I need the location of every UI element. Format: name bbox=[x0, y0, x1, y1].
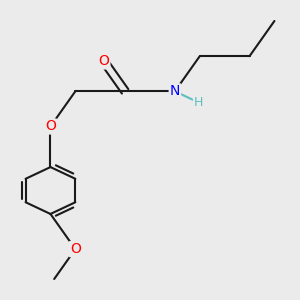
Text: O: O bbox=[70, 242, 81, 256]
Text: O: O bbox=[98, 54, 110, 68]
Text: H: H bbox=[194, 96, 203, 109]
Text: O: O bbox=[45, 119, 56, 134]
Text: N: N bbox=[170, 84, 180, 98]
